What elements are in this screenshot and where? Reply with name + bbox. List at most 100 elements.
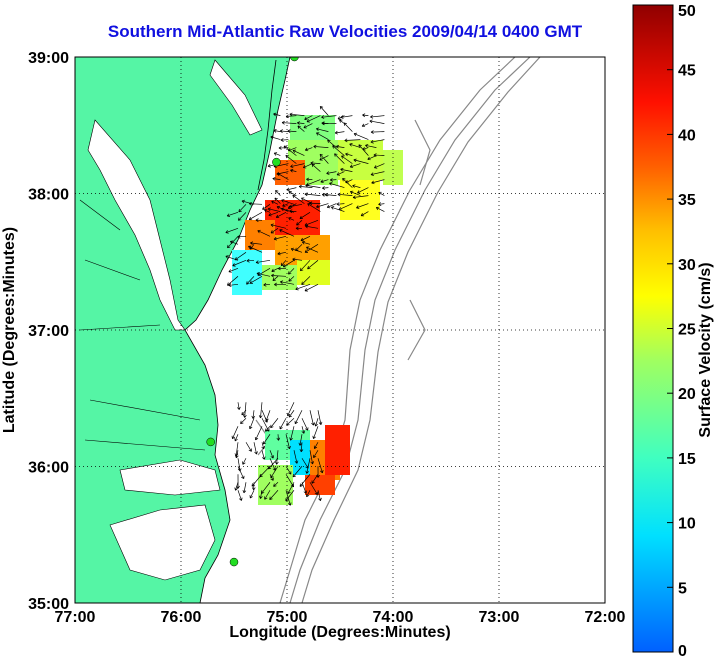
velocity-vector	[237, 402, 241, 410]
velocity-vector	[250, 241, 263, 246]
colorbar-tick-label: 0	[678, 643, 687, 659]
velocity-vector	[262, 204, 271, 210]
albemarle-sound	[119, 459, 221, 496]
velocity-vector	[273, 112, 281, 117]
velocity-vector	[288, 268, 295, 275]
velocity-vector	[378, 191, 385, 196]
velocity-vector	[309, 410, 315, 426]
velocity-vector	[257, 229, 271, 237]
velocity-vector	[305, 224, 319, 229]
velocity-vector	[273, 129, 281, 133]
velocity-vector	[262, 434, 271, 445]
colorbar	[632, 4, 674, 653]
velocity-vector	[283, 145, 297, 156]
velocity-vector	[322, 186, 329, 190]
velocity-vector	[269, 450, 275, 459]
velocity-vector	[296, 121, 305, 125]
velocity-vector	[316, 203, 329, 209]
velocity-vector	[344, 138, 361, 143]
velocity-vector	[352, 184, 361, 188]
velocity-vector	[289, 203, 303, 209]
velocity-vector	[263, 282, 271, 287]
velocity-vector	[301, 418, 309, 431]
velocity-vector	[356, 203, 369, 209]
velocity-vector	[296, 220, 303, 226]
velocity-vector	[245, 442, 252, 452]
velocity-vector	[281, 199, 295, 205]
velocity-vector	[314, 418, 319, 427]
velocity-vector	[290, 168, 297, 173]
velocity-vector	[342, 178, 353, 188]
velocity-vector	[234, 252, 247, 261]
velocity-vector	[321, 121, 337, 126]
velocity-vector	[248, 212, 263, 221]
velocity-vector	[295, 283, 311, 291]
velocity-vector	[321, 115, 337, 119]
velocity-vector	[279, 129, 289, 133]
colorbar-tick-label: 45	[678, 63, 696, 80]
velocity-vector	[357, 187, 369, 194]
velocity-vector	[370, 130, 385, 134]
x-tick-label: 72:00	[585, 609, 626, 626]
velocity-vector	[270, 418, 279, 429]
velocity-vector	[279, 280, 295, 285]
velocity-vector	[315, 127, 329, 132]
velocity-vector	[280, 138, 289, 142]
velocity-vector	[317, 458, 324, 474]
velocity-vector	[261, 450, 266, 460]
y-tick-label: 37:00	[28, 323, 69, 340]
velocity-vector	[370, 171, 385, 176]
radar-station-marker	[290, 57, 299, 62]
colorbar-tick-label: 30	[678, 257, 696, 274]
velocity-vector	[226, 211, 239, 217]
velocity-vector	[304, 115, 313, 121]
velocity-vector	[276, 434, 281, 441]
velocity-vector	[287, 129, 297, 133]
delaware-bay	[209, 59, 263, 136]
y-axis-label: Latitude (Degrees:Minutes)	[1, 226, 18, 434]
velocity-vector	[261, 442, 265, 450]
velocity-vector	[270, 466, 279, 479]
velocity-vector	[278, 146, 289, 150]
velocity-vector	[311, 474, 319, 484]
velocity-vector	[280, 260, 287, 267]
velocity-vector	[369, 119, 385, 124]
velocity-vector	[287, 482, 295, 495]
velocity-vector	[299, 474, 311, 487]
velocity-vector	[246, 258, 255, 263]
velocity-vector	[345, 152, 353, 157]
map-title: Southern Mid-Atlantic Raw Velocities 200…	[107, 22, 583, 41]
velocity-vector	[273, 152, 281, 156]
velocity-vector	[238, 204, 247, 213]
velocity-vector	[285, 154, 297, 164]
velocity-vector	[340, 167, 353, 172]
velocity-vector	[334, 130, 345, 135]
velocity-vector	[299, 212, 311, 220]
velocity-vector	[329, 182, 345, 188]
velocity-vector	[309, 482, 318, 496]
velocity-vector	[358, 144, 369, 156]
velocity-vector	[353, 132, 369, 140]
velocity-vector	[338, 203, 353, 211]
velocity-vector	[254, 426, 263, 441]
velocity-vector	[352, 195, 369, 200]
velocity-vector	[237, 466, 245, 480]
velocity-vector	[270, 223, 287, 229]
velocity-vector	[288, 191, 297, 196]
velocity-vector	[253, 442, 258, 455]
velocity-vector	[277, 266, 287, 271]
y-tick-label: 35:00	[28, 596, 69, 613]
velocity-vector	[249, 276, 263, 284]
velocity-vector	[294, 410, 303, 425]
velocity-vector	[292, 149, 305, 156]
velocity-vector	[365, 143, 377, 148]
velocity-vector	[256, 272, 271, 277]
velocity-vector	[307, 260, 319, 270]
velocity-vector	[370, 139, 385, 144]
velocity-vector	[298, 184, 313, 189]
radar-stations	[206, 57, 299, 567]
colorbar-tick-label: 35	[678, 192, 696, 209]
velocity-vector	[302, 163, 313, 169]
velocity-vector	[234, 482, 239, 491]
velocity-vector	[343, 122, 353, 132]
